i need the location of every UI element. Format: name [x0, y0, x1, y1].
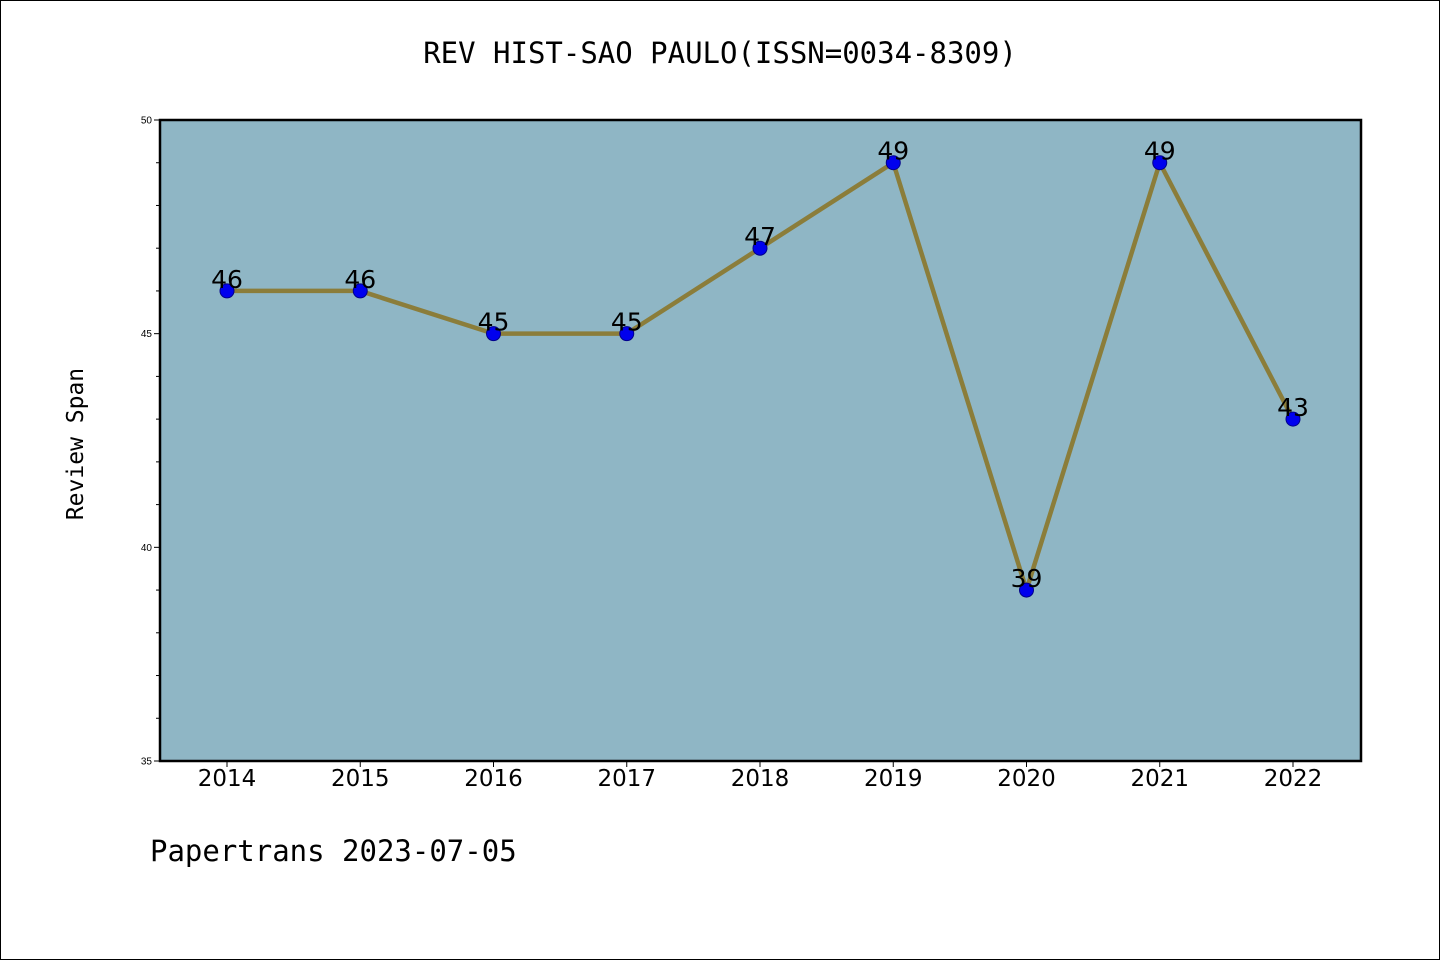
data-label: 45 — [611, 308, 643, 337]
chart-title: REV HIST-SAO PAULO(ISSN=0034-8309) — [423, 36, 1017, 70]
y-tick-label: 35 — [141, 757, 153, 768]
x-tick-label: 2015 — [331, 766, 390, 792]
x-tick-label: 2022 — [1264, 766, 1323, 792]
data-point — [352, 283, 368, 299]
x-tick-label: 2016 — [464, 766, 523, 792]
data-point — [619, 326, 635, 342]
data-label: 49 — [877, 137, 909, 166]
data-label: 47 — [744, 222, 776, 251]
x-tick-label: 2018 — [731, 766, 790, 792]
data-point — [885, 155, 901, 171]
footer-note: Papertrans 2023-07-05 — [150, 834, 517, 868]
plot-area — [160, 120, 1361, 761]
y-axis-ticks: 35 40 45 50 — [141, 116, 160, 768]
data-label: 43 — [1277, 393, 1309, 422]
y-tick-label: 50 — [141, 116, 153, 127]
data-point — [486, 326, 501, 342]
series — [219, 155, 1301, 598]
data-label: 45 — [478, 308, 510, 337]
data-labels: 46 46 45 45 47 49 39 49 43 — [211, 137, 1309, 593]
data-label: 49 — [1144, 137, 1176, 166]
data-label: 39 — [1011, 564, 1043, 593]
y-tick-label: 40 — [141, 543, 153, 554]
y-tick-label: 45 — [141, 329, 153, 340]
x-tick-label: 2014 — [198, 766, 257, 792]
data-point — [219, 283, 235, 299]
x-axis-ticks: 2014 2015 2016 2017 2018 2019 2020 2021 2022 — [198, 761, 1323, 792]
data-point — [752, 240, 768, 256]
data-point — [1019, 582, 1034, 598]
x-tick-label: 2019 — [864, 766, 923, 792]
x-tick-label: 2017 — [597, 766, 656, 792]
data-point — [1285, 411, 1301, 427]
plot-border — [158, 118, 1363, 763]
data-label: 46 — [344, 265, 376, 294]
x-tick-label: 2021 — [1130, 766, 1189, 792]
data-label: 46 — [211, 265, 243, 294]
data-point — [1152, 155, 1168, 171]
x-tick-label: 2020 — [997, 766, 1056, 792]
